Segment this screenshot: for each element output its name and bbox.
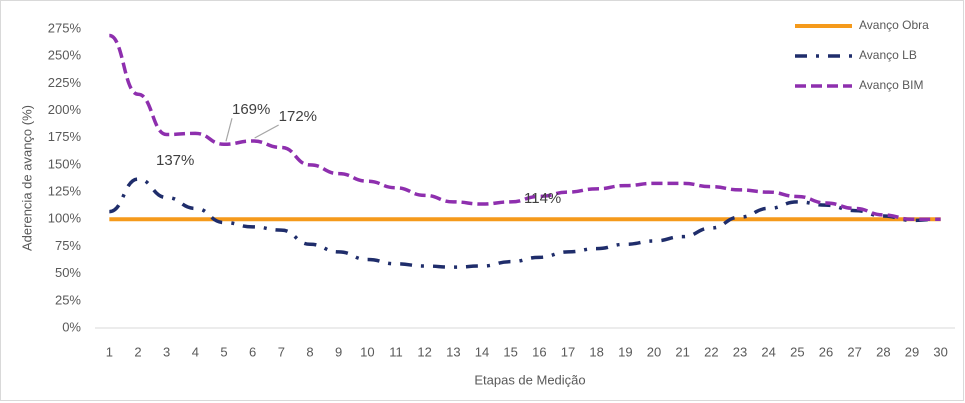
legend-label: Avanço LB	[859, 48, 917, 62]
x-tick-label: 22	[704, 344, 718, 359]
y-tick-label: 275%	[48, 20, 82, 35]
x-tick-label: 16	[532, 344, 546, 359]
y-tick-label: 125%	[48, 184, 82, 199]
x-tick-label: 27	[847, 344, 861, 359]
x-tick-label: 24	[761, 344, 775, 359]
leader-line	[254, 124, 279, 139]
x-tick-label: 11	[389, 344, 403, 359]
x-tick-label: 12	[417, 344, 431, 359]
data-label: 137%	[156, 152, 194, 169]
y-tick-label: 50%	[55, 265, 81, 280]
x-tick-label: 21	[675, 344, 689, 359]
x-tick-label: 1	[106, 344, 113, 359]
data-label: 172%	[279, 108, 317, 125]
series-line	[108, 33, 941, 222]
y-tick-label: 225%	[48, 75, 82, 90]
x-tick-label: 2	[134, 344, 141, 359]
x-tick-label: 14	[475, 344, 489, 359]
x-tick-label: 7	[278, 344, 285, 359]
x-tick-label: 15	[503, 344, 517, 359]
x-tick-label: 26	[819, 344, 833, 359]
x-tick-label: 30	[933, 344, 947, 359]
legend-label: Avanço BIM	[859, 78, 923, 92]
y-tick-label: 175%	[48, 129, 82, 144]
y-tick-label: 25%	[55, 292, 81, 307]
y-tick-label: 150%	[48, 156, 82, 171]
y-axis-label: Aderencia de avanço (%)	[19, 105, 34, 251]
x-tick-label: 13	[446, 344, 460, 359]
x-tick-label: 20	[647, 344, 661, 359]
x-tick-label: 19	[618, 344, 632, 359]
x-tick-label: 3	[163, 344, 170, 359]
x-tick-label: 4	[192, 344, 199, 359]
series-line	[108, 177, 941, 269]
data-label: 169%	[232, 101, 270, 118]
y-tick-label: 0%	[62, 319, 81, 334]
x-tick-label: 6	[249, 344, 256, 359]
y-tick-label: 250%	[48, 48, 82, 63]
x-tick-label: 29	[905, 344, 919, 359]
x-tick-label: 5	[220, 344, 227, 359]
x-tick-label: 10	[360, 344, 374, 359]
x-tick-label: 18	[589, 344, 603, 359]
y-tick-label: 75%	[55, 238, 81, 253]
x-tick-label: 17	[561, 344, 575, 359]
leader-line	[225, 118, 233, 142]
x-tick-label: 25	[790, 344, 804, 359]
legend-label: Avanço Obra	[859, 18, 929, 32]
x-tick-label: 28	[876, 344, 890, 359]
y-tick-label: 200%	[48, 102, 82, 117]
x-tick-label: 23	[733, 344, 747, 359]
data-label: 114%	[524, 190, 561, 207]
x-tick-label: 9	[335, 344, 342, 359]
x-axis-label: Etapas de Medição	[474, 372, 585, 387]
y-tick-label: 100%	[48, 211, 82, 226]
x-tick-label: 8	[306, 344, 313, 359]
